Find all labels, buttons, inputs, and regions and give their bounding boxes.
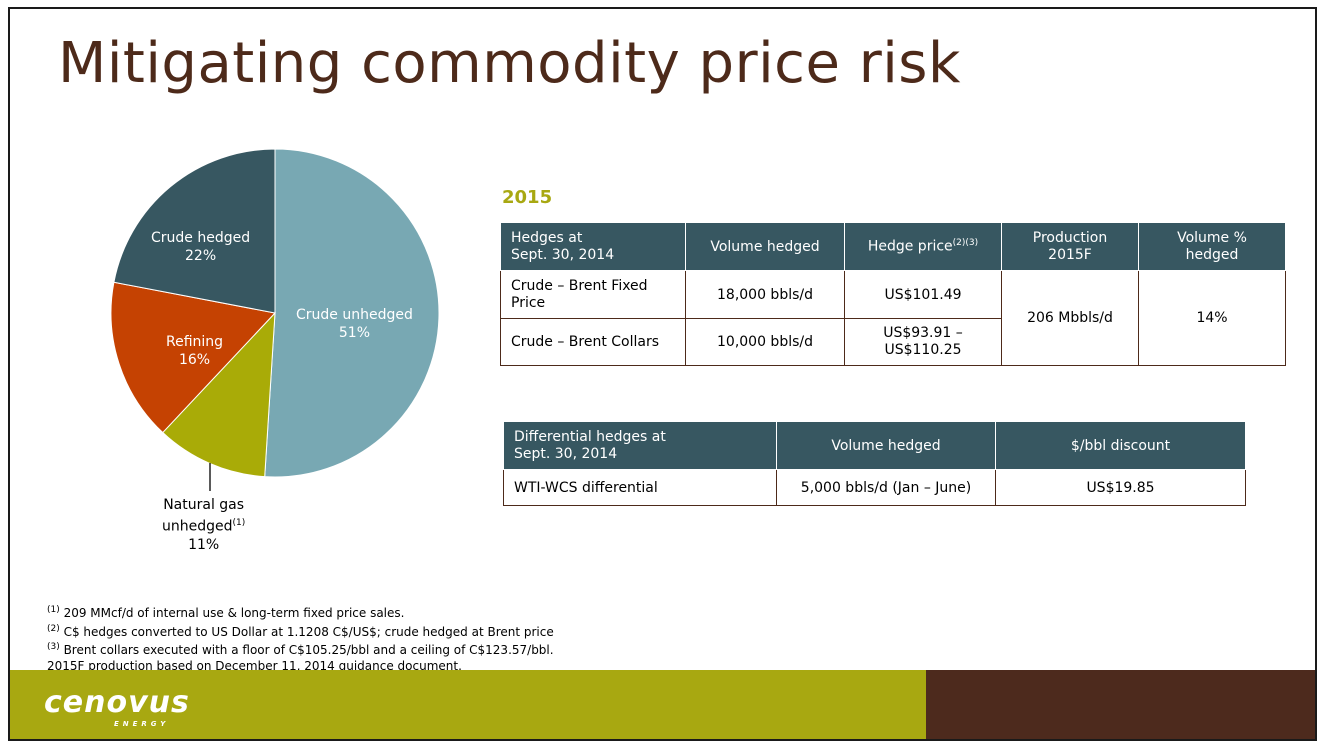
- brent-fixed-line1: Crude – Brent Fixed: [511, 277, 648, 294]
- year-heading: 2015: [502, 187, 553, 208]
- crude-hedged-pct: 22%: [185, 248, 217, 264]
- refining-pct: 16%: [178, 352, 211, 368]
- crude-hedged-name: Crude hedged: [151, 230, 251, 246]
- pie-label-natural-gas: Natural gas unhedged(1) 11%: [162, 496, 245, 554]
- table-row: Crude – Brent Fixed Price 18,000 bbls/d …: [500, 270, 1286, 366]
- pie-slice-refining: [110, 281, 276, 434]
- header-production: Production 2015F: [1001, 222, 1139, 271]
- header-hedge-price-text: Hedge price: [867, 238, 953, 255]
- pie-chart: [110, 148, 440, 491]
- pie-label-refining: Refining 16%: [166, 333, 223, 369]
- header-hedges-at-line2: Sept. 30, 2014: [511, 246, 615, 263]
- footnote-2: (2) C$ hedges converted to US Dollar at …: [47, 623, 554, 639]
- diff-table-header: Differential hedges at Sept. 30, 2014 Vo…: [503, 421, 1246, 470]
- header-volume-pct-line1: Volume %: [1177, 229, 1247, 246]
- header-hedges-at: Hedges at Sept. 30, 2014: [500, 222, 686, 271]
- crude-unhedged-pct: 51%: [338, 325, 370, 341]
- footer-green-band: [10, 670, 926, 739]
- footer-brown-band: [926, 670, 1315, 739]
- cenovus-logo-sub: ENERGY: [114, 720, 170, 728]
- pie-slice-crude-unhedged: [264, 148, 440, 478]
- hedge-table-header: Hedges at Sept. 30, 2014 Volume hedged H…: [500, 222, 1286, 271]
- refining-name: Refining: [166, 334, 224, 350]
- header-differential-hedges: Differential hedges at Sept. 30, 2014: [503, 421, 777, 470]
- header-diff-line1: Differential hedges at: [514, 428, 666, 445]
- gas-name-line2: unhedged(1): [162, 518, 246, 535]
- hedge-table: Hedges at Sept. 30, 2014 Volume hedged H…: [500, 222, 1286, 366]
- slide: Mitigating commodity price risk Crude he…: [8, 7, 1317, 741]
- collars-price-line1: US$93.91 –: [883, 325, 963, 341]
- cenovus-logo: cenovus: [44, 685, 190, 720]
- header-volume-pct-line2: hedged: [1185, 246, 1239, 263]
- diff-row-discount: US$19.85: [995, 469, 1246, 506]
- header-hedge-price: Hedge price(2)(3): [844, 222, 1002, 271]
- pie-label-crude-unhedged: Crude unhedged 51%: [296, 306, 413, 342]
- pie-slice-crude-hedged: [113, 148, 276, 314]
- row-brent-collars-price: US$93.91 – US$110.25: [844, 318, 1002, 366]
- row-brent-fixed-price: US$101.49: [844, 270, 1002, 319]
- gas-pct: 11%: [188, 536, 220, 553]
- header-hedge-price-sup: (2)(3): [952, 238, 979, 249]
- row-brent-fixed-volume: 18,000 bbls/d: [685, 270, 845, 319]
- footnotes: (1) 209 MMcf/d of internal use & long-te…: [47, 603, 554, 674]
- pie-label-crude-hedged: Crude hedged 22%: [151, 229, 250, 265]
- table-row: WTI-WCS differential 5,000 bbls/d (Jan –…: [503, 469, 1246, 506]
- header-diff-line2: Sept. 30, 2014: [514, 445, 618, 462]
- footnote-4: 2015F production based on December 11, 2…: [47, 658, 462, 673]
- footnote-3: (3) Brent collars executed with a floor …: [47, 642, 554, 657]
- row-brent-fixed-name: Crude – Brent Fixed Price: [500, 270, 686, 319]
- production-value: 206 Mbbls/d: [1001, 270, 1139, 366]
- collars-price-line2: US$110.25: [884, 342, 962, 358]
- diff-row-volume: 5,000 bbls/d (Jan – June): [776, 469, 996, 506]
- differential-table: Differential hedges at Sept. 30, 2014 Vo…: [503, 421, 1246, 506]
- header-production-line1: Production: [1032, 229, 1108, 246]
- header-hedges-at-line1: Hedges at: [511, 229, 583, 246]
- crude-unhedged-name: Crude unhedged: [296, 307, 413, 323]
- row-brent-collars-name: Crude – Brent Collars: [500, 318, 686, 366]
- gas-name-line1: Natural gas: [163, 497, 245, 513]
- table-row: Crude – Brent Collars 10,000 bbls/d US$9…: [500, 318, 1286, 366]
- header-diff-discount: $/bbl discount: [995, 421, 1246, 470]
- header-volume-hedged: Volume hedged: [685, 222, 845, 271]
- slide-title: Mitigating commodity price risk: [58, 31, 961, 96]
- footnote-1: (1) 209 MMcf/d of internal use & long-te…: [47, 605, 405, 620]
- header-production-line2: 2015F: [1048, 246, 1092, 263]
- brent-fixed-line2: Price: [511, 294, 546, 311]
- pct-hedged-value: 14%: [1138, 270, 1286, 366]
- header-diff-volume: Volume hedged: [776, 421, 996, 470]
- header-volume-pct: Volume % hedged: [1138, 222, 1286, 271]
- row-brent-collars-volume: 10,000 bbls/d: [685, 318, 845, 366]
- diff-row-name: WTI-WCS differential: [503, 469, 777, 506]
